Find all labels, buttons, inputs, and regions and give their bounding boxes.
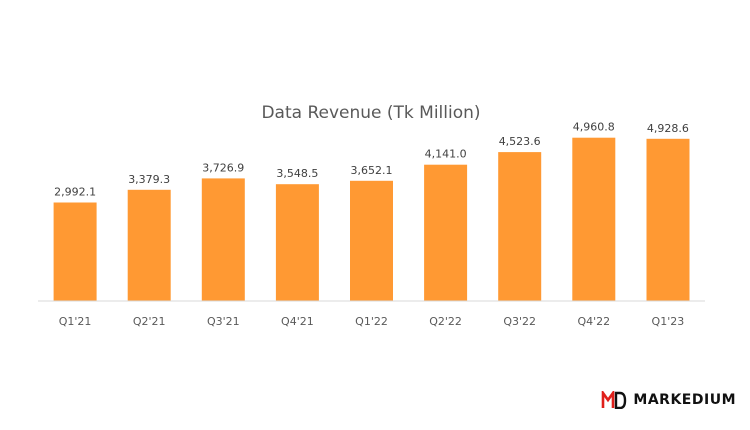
bar (127, 189, 171, 301)
bar (498, 152, 542, 301)
brand-name: MARKEDIUM (633, 392, 736, 408)
bar (350, 180, 393, 301)
x-tick-labels: Q1'21 Q2'21 Q3'21 Q4'21 Q1'22 Q2'22 Q3'22 Q4'22… (59, 315, 684, 328)
bar (275, 184, 319, 301)
x-tick-label: Q1'22 (355, 315, 388, 328)
x-tick-label: Q4'22 (577, 315, 610, 328)
data-label: 3,652.1 (351, 164, 393, 177)
data-label: 3,548.5 (276, 167, 318, 180)
bars-layer (53, 137, 690, 301)
bar (424, 164, 468, 301)
x-tick-label: Q1'21 (59, 315, 92, 328)
x-tick-label: Q4'21 (281, 315, 314, 328)
x-tick-label: Q3'21 (207, 315, 240, 328)
bar (646, 138, 690, 301)
data-label: 3,726.9 (202, 161, 244, 174)
data-label: 4,141.0 (425, 148, 467, 161)
chart-title: Data Revenue (Tk Million) (261, 103, 480, 123)
x-tick-label: Q2'21 (133, 315, 166, 328)
x-tick-label: Q3'22 (503, 315, 536, 328)
bar (572, 137, 616, 301)
data-label: 2,992.1 (54, 186, 96, 199)
x-tick-label: Q2'22 (429, 315, 462, 328)
data-label: 4,523.6 (499, 135, 541, 148)
data-labels-layer: 2,992.1 3,379.3 3,726.9 3,548.5 3,652.1 4,141… (54, 121, 689, 199)
bar (201, 178, 245, 301)
data-label: 3,379.3 (128, 173, 170, 186)
bar (53, 202, 97, 301)
x-tick-label: Q1'23 (652, 315, 685, 328)
data-label: 4,960.8 (573, 121, 615, 134)
brand-logo: MARKEDIUM (601, 391, 736, 409)
data-label: 4,928.6 (647, 122, 689, 135)
markedium-logo-icon (602, 391, 627, 409)
